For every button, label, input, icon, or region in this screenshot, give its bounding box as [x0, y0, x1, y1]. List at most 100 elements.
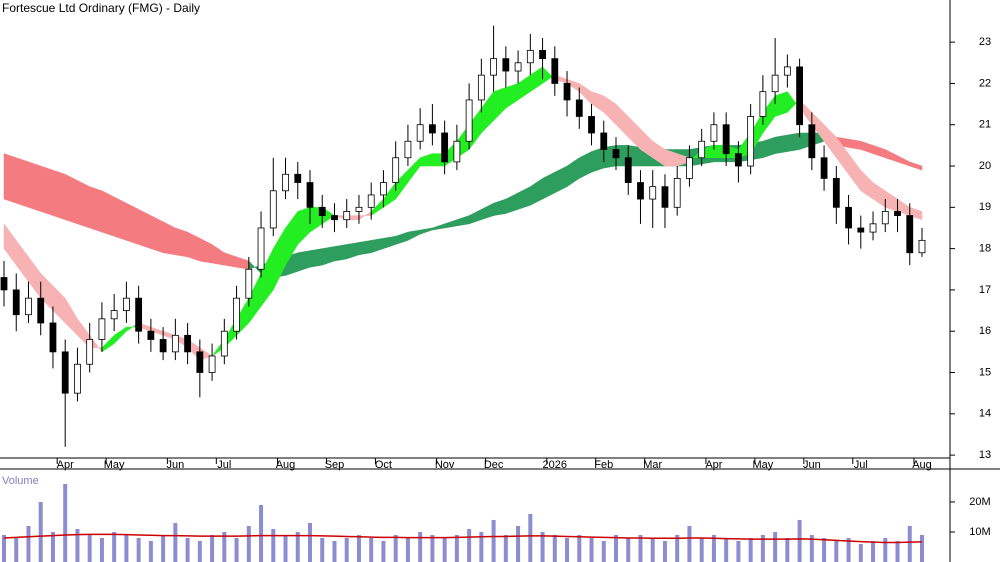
volume-bar — [430, 534, 435, 562]
candle-body — [441, 132, 449, 163]
volume-bar — [773, 531, 778, 562]
volume-bar — [516, 525, 521, 562]
candle-body — [894, 211, 901, 216]
ribbon-segment — [3, 153, 17, 204]
candle-body — [612, 149, 620, 159]
candle-body — [331, 215, 338, 221]
candle-body — [588, 116, 595, 134]
candle-body — [551, 58, 559, 84]
ribbon-segment — [15, 157, 29, 208]
ribbon-segment — [787, 132, 800, 152]
ribbon-segment — [309, 248, 323, 268]
x-tick-label: Jul — [217, 459, 231, 471]
volume-bar — [920, 534, 924, 562]
ribbon-segment — [40, 165, 54, 216]
volume-bar — [699, 537, 704, 562]
volume-bar — [222, 531, 227, 562]
volume-bar — [797, 519, 802, 562]
x-tick-label: Apr — [57, 459, 74, 471]
candle-body — [294, 173, 302, 183]
candle-body — [49, 322, 57, 353]
volume-bar — [356, 534, 361, 562]
volume-bar — [736, 540, 741, 562]
candle-body — [404, 140, 412, 159]
candle-body — [673, 178, 681, 208]
ribbon-segment — [101, 190, 115, 237]
candle-body — [465, 99, 473, 142]
x-tick-label: Jun — [166, 459, 184, 471]
candle-body — [453, 140, 461, 163]
ribbon-segment — [848, 138, 862, 150]
candle-body — [832, 178, 840, 208]
volume-bar — [467, 528, 472, 562]
volume-bar — [197, 540, 202, 562]
candle-body — [184, 334, 192, 353]
candle-body — [12, 289, 20, 316]
candle-body — [159, 339, 167, 353]
candle-body — [514, 62, 522, 72]
candle-body — [61, 351, 69, 394]
candle-body — [783, 66, 791, 76]
volume-bar — [405, 537, 410, 562]
candle-body — [857, 227, 865, 233]
x-tick-label: Aug — [276, 459, 296, 471]
volume-bar — [907, 525, 912, 562]
candle-body — [526, 49, 534, 64]
candle-body — [318, 206, 326, 216]
volume-bar — [442, 537, 447, 562]
volume-bar — [173, 522, 178, 562]
candle-body — [710, 124, 718, 142]
candle-body — [135, 297, 143, 332]
volume-bar — [614, 534, 618, 562]
volume-bar — [883, 537, 888, 562]
candle-body — [233, 297, 240, 332]
y-tick-label: 23 — [979, 36, 991, 48]
volume-bar — [308, 522, 312, 562]
ribbon-segment — [909, 161, 923, 171]
volume-bar — [271, 528, 276, 562]
volume-bar — [638, 534, 643, 562]
candle-body — [257, 227, 265, 270]
candle-body — [245, 268, 253, 299]
ribbon-segment — [591, 147, 605, 173]
candle-body — [490, 58, 498, 76]
volume-bar — [234, 537, 239, 562]
volume-bar — [148, 540, 153, 562]
candle-body — [686, 157, 693, 179]
ribbon-segment — [150, 215, 164, 254]
volume-bar — [2, 534, 6, 562]
ribbon-segment — [64, 173, 78, 225]
candle-body — [637, 182, 644, 200]
candle-body — [698, 140, 706, 159]
x-tick-label: Apr — [705, 459, 722, 471]
candle-body — [869, 223, 877, 233]
candle-body — [123, 297, 130, 311]
volume-bar — [332, 540, 337, 562]
y-tick-label: 19 — [979, 201, 991, 213]
y-tick-label: 15 — [979, 366, 991, 378]
candle-body — [820, 157, 828, 179]
x-tick-label: 2026 — [543, 459, 567, 471]
candle-body — [380, 182, 387, 196]
candle-body — [98, 318, 106, 340]
volume-bar — [283, 534, 288, 562]
volume-bar — [760, 534, 765, 562]
volume-bar — [724, 537, 729, 562]
candle-body — [722, 124, 730, 155]
volume-bar — [711, 534, 716, 562]
volume-bar — [858, 543, 863, 562]
candle-body — [661, 186, 669, 208]
ribbon-segment — [774, 134, 788, 154]
candle-body — [220, 330, 228, 357]
volume-bar — [528, 513, 533, 562]
candle-body — [600, 132, 608, 150]
chart-title: Fortescue Ltd Ordinary (FMG) - Daily — [2, 1, 200, 15]
volume-bar — [63, 483, 68, 562]
x-tick-label: Dec — [484, 459, 504, 471]
candle-body — [563, 83, 571, 101]
volume-bar — [136, 537, 141, 562]
volume-bar — [50, 531, 55, 562]
candle-body — [759, 91, 767, 117]
volume-bar — [124, 534, 129, 562]
volume-bar — [38, 501, 43, 562]
